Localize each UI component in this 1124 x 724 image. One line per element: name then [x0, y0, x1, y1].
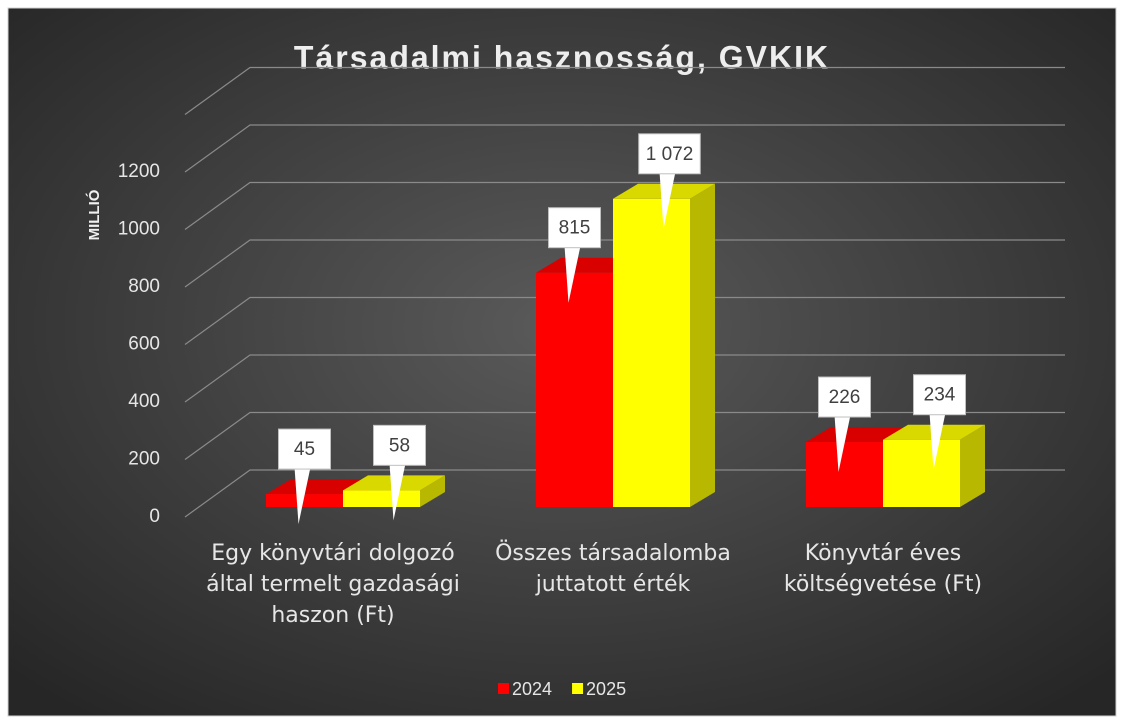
legend-label: 2024 — [512, 679, 552, 699]
y-tick-label: 1000 — [118, 219, 160, 240]
y-tick-label: 600 — [128, 334, 160, 355]
data-label: 226 — [829, 387, 861, 408]
data-label: 815 — [559, 218, 591, 239]
data-label: 1 072 — [646, 144, 694, 165]
data-label: 234 — [924, 385, 956, 406]
bar — [806, 442, 883, 507]
y-tick-label: 800 — [128, 276, 160, 297]
y-tick-label: 400 — [128, 391, 160, 412]
grid-line — [184, 354, 1065, 403]
legend-swatch — [572, 683, 584, 694]
data-label-pointer — [389, 463, 406, 521]
data-label-box — [638, 133, 701, 175]
grid-line — [184, 296, 1065, 345]
data-label-pointer — [294, 467, 311, 525]
bar — [613, 198, 690, 508]
grid-line — [184, 124, 1065, 173]
data-label-box — [373, 424, 426, 466]
grid-line — [184, 181, 1065, 230]
data-label-box — [913, 374, 966, 416]
data-label: 45 — [294, 439, 315, 460]
bar-side — [690, 183, 715, 508]
bar-side — [420, 475, 445, 507]
y-tick-label: 0 — [149, 506, 160, 527]
grid-line — [184, 411, 1065, 460]
data-label-box — [548, 207, 601, 249]
bar-top — [266, 479, 368, 495]
x-tick-label: Egy könyvtári dolgozó által termelt gazd… — [206, 541, 460, 628]
bar — [883, 439, 960, 507]
data-label-pointer — [834, 415, 851, 473]
legend-label: 2025 — [586, 679, 626, 699]
data-label-pointer — [564, 245, 581, 303]
bar-top — [536, 257, 638, 273]
bar-top — [806, 427, 908, 443]
data-label-pointer — [929, 412, 946, 470]
data-label-pointer — [659, 171, 676, 229]
y-axis-label: MILLIÓ — [85, 189, 103, 240]
data-label-box — [278, 428, 331, 470]
bar-side — [960, 424, 985, 507]
y-tick-label: 1200 — [118, 161, 160, 182]
grid-line — [184, 66, 1065, 115]
bar — [266, 494, 343, 507]
bar — [536, 272, 613, 507]
x-tick-label: Összes társadalomba juttatott érték — [495, 541, 731, 597]
data-label-box — [818, 376, 871, 418]
x-tick-label: Könyvtár éves költségvetése (Ft) — [783, 541, 983, 597]
data-label: 58 — [389, 435, 410, 456]
chart-title: Társadalmi hasznosság, GVKIK — [294, 39, 830, 75]
grid-line — [184, 239, 1065, 288]
y-tick-label: 200 — [128, 449, 160, 470]
grid-line — [184, 469, 1065, 518]
legend-swatch — [498, 683, 509, 694]
bar — [343, 490, 420, 507]
